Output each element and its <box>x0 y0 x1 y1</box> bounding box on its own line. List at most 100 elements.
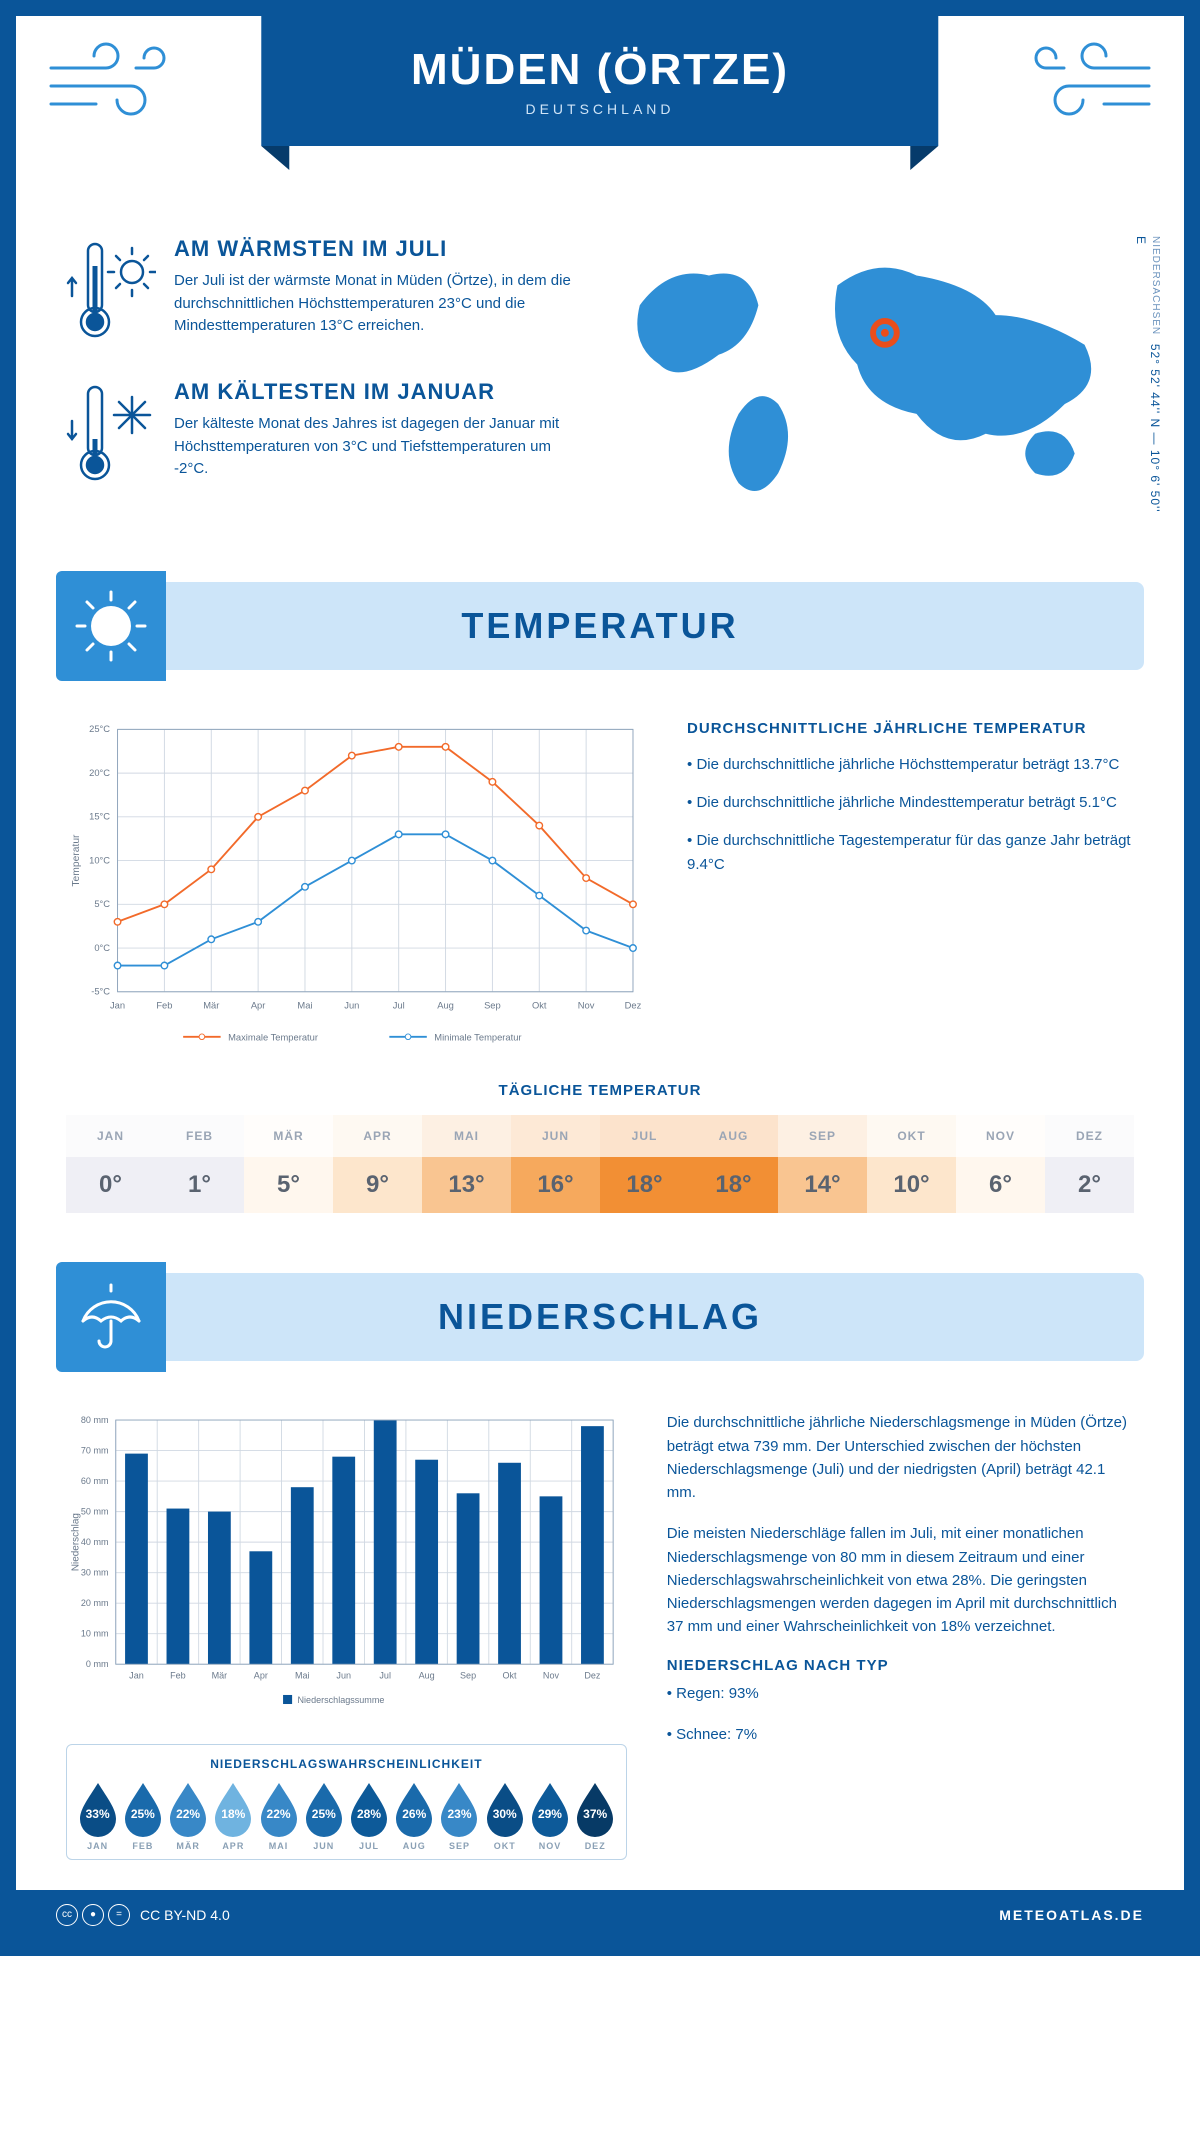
daily-temp-cell: FEB1° <box>155 1115 244 1213</box>
svg-text:Niederschlagssumme: Niederschlagssumme <box>298 1695 385 1705</box>
daily-temp-cell: DEZ2° <box>1045 1115 1134 1213</box>
svg-text:60 mm: 60 mm <box>81 1476 109 1486</box>
daily-temp-cell: SEP14° <box>778 1115 867 1213</box>
precip-prob-item: 28%JUL <box>346 1781 391 1851</box>
temp-fact-2: • Die durchschnittliche jährliche Mindes… <box>687 791 1134 815</box>
svg-text:-5°C: -5°C <box>91 987 110 997</box>
precip-prob-item: 26%AUG <box>392 1781 437 1851</box>
svg-text:10°C: 10°C <box>89 855 110 865</box>
svg-text:Jul: Jul <box>393 1001 405 1011</box>
temperature-line-chart: -5°C0°C5°C10°C15°C20°C25°CJanFebMärAprMa… <box>66 720 647 1062</box>
precip-type-2: • Schnee: 7% <box>667 1723 1134 1746</box>
cc-icon: cc <box>56 1904 78 1926</box>
title-banner: MÜDEN (ÖRTZE) DEUTSCHLAND <box>261 16 938 146</box>
svg-text:Okt: Okt <box>502 1671 517 1681</box>
precip-para-1: Die durchschnittliche jährliche Niedersc… <box>667 1411 1134 1504</box>
svg-text:0°C: 0°C <box>94 943 110 953</box>
svg-text:Nov: Nov <box>543 1671 560 1681</box>
cc-icons: cc ● = <box>56 1904 130 1926</box>
temp-heading: TEMPERATUR <box>56 605 1144 647</box>
svg-text:80 mm: 80 mm <box>81 1415 109 1425</box>
svg-text:Niederschlag: Niederschlag <box>71 1514 82 1572</box>
svg-text:20 mm: 20 mm <box>81 1598 109 1608</box>
temp-facts-title: DURCHSCHNITTLICHE JÄHRLICHE TEMPERATUR <box>687 720 1134 737</box>
daily-temp-cell: NOV6° <box>956 1115 1045 1213</box>
svg-text:Dez: Dez <box>625 1001 642 1011</box>
svg-text:Mär: Mär <box>203 1001 219 1011</box>
precip-prob-item: 23%SEP <box>437 1781 482 1851</box>
svg-text:Mai: Mai <box>295 1671 310 1681</box>
precip-type-title: NIEDERSCHLAG NACH TYP <box>667 1657 1134 1674</box>
precip-prob-item: 30%OKT <box>482 1781 527 1851</box>
daily-temp-table: JAN0°FEB1°MÄR5°APR9°MAI13°JUN16°JUL18°AU… <box>66 1115 1134 1213</box>
header: MÜDEN (ÖRTZE) DEUTSCHLAND <box>16 16 1184 216</box>
svg-text:Sep: Sep <box>484 1001 501 1011</box>
wind-icon-left <box>46 38 186 133</box>
precip-prob-item: 18%APR <box>211 1781 256 1851</box>
license-label: CC BY-ND 4.0 <box>140 1907 230 1923</box>
precip-prob-item: 25%JUN <box>301 1781 346 1851</box>
site-label: METEOATLAS.DE <box>999 1907 1144 1923</box>
precip-type-1: • Regen: 93% <box>667 1682 1134 1705</box>
svg-text:Sep: Sep <box>460 1671 476 1681</box>
svg-text:10 mm: 10 mm <box>81 1629 109 1639</box>
footer: cc ● = CC BY-ND 4.0 METEOATLAS.DE <box>16 1890 1184 1940</box>
svg-text:Dez: Dez <box>584 1671 601 1681</box>
svg-text:Jul: Jul <box>379 1671 391 1681</box>
svg-text:0 mm: 0 mm <box>86 1659 109 1669</box>
daily-temp-cell: JUN16° <box>511 1115 600 1213</box>
svg-text:Okt: Okt <box>532 1001 547 1011</box>
precip-section-header: NIEDERSCHLAG <box>56 1273 1144 1361</box>
svg-text:Feb: Feb <box>170 1671 186 1681</box>
svg-text:Aug: Aug <box>419 1671 435 1681</box>
svg-text:70 mm: 70 mm <box>81 1446 109 1456</box>
svg-text:50 mm: 50 mm <box>81 1507 109 1517</box>
daily-temp-cell: APR9° <box>333 1115 422 1213</box>
daily-temp-cell: JUL18° <box>600 1115 689 1213</box>
umbrella-icon <box>56 1262 166 1372</box>
intro-row: AM WÄRMSTEN IM JULI Der Juli ist der wär… <box>16 216 1184 562</box>
precip-heading: NIEDERSCHLAG <box>56 1296 1144 1338</box>
svg-text:15°C: 15°C <box>89 812 110 822</box>
svg-text:Jan: Jan <box>129 1671 144 1681</box>
precip-prob-item: 29%NOV <box>527 1781 572 1851</box>
warmest-title: AM WÄRMSTEN IM JULI <box>174 236 580 262</box>
svg-text:Apr: Apr <box>254 1671 268 1681</box>
page-subtitle: DEUTSCHLAND <box>525 101 674 117</box>
svg-text:5°C: 5°C <box>94 899 110 909</box>
svg-text:40 mm: 40 mm <box>81 1537 109 1547</box>
svg-text:Minimale Temperatur: Minimale Temperatur <box>434 1033 521 1043</box>
coldest-title: AM KÄLTESTEN IM JANUAR <box>174 379 580 405</box>
precip-prob-title: NIEDERSCHLAGSWAHRSCHEINLICHKEIT <box>75 1757 618 1771</box>
daily-temp-cell: AUG18° <box>689 1115 778 1213</box>
svg-text:Aug: Aug <box>437 1001 454 1011</box>
thermometer-cold-icon <box>66 379 156 494</box>
daily-temp-cell: MÄR5° <box>244 1115 333 1213</box>
daily-temp-cell: JAN0° <box>66 1115 155 1213</box>
svg-text:Mär: Mär <box>212 1671 228 1681</box>
svg-text:Jun: Jun <box>336 1671 351 1681</box>
precip-prob-item: 22%MAI <box>256 1781 301 1851</box>
svg-text:30 mm: 30 mm <box>81 1568 109 1578</box>
precip-probability-box: NIEDERSCHLAGSWAHRSCHEINLICHKEIT 33%JAN25… <box>66 1744 627 1860</box>
svg-text:Feb: Feb <box>156 1001 172 1011</box>
sun-icon <box>56 571 166 681</box>
precip-prob-item: 22%MÄR <box>165 1781 210 1851</box>
page-title: MÜDEN (ÖRTZE) <box>411 45 789 95</box>
warmest-block: AM WÄRMSTEN IM JULI Der Juli ist der wär… <box>66 236 580 351</box>
precip-prob-item: 25%FEB <box>120 1781 165 1851</box>
temp-fact-3: • Die durchschnittliche Tagestemperatur … <box>687 829 1134 877</box>
svg-text:20°C: 20°C <box>89 768 110 778</box>
by-icon: ● <box>82 1904 104 1926</box>
coldest-block: AM KÄLTESTEN IM JANUAR Der kälteste Mona… <box>66 379 580 494</box>
precip-prob-item: 37%DEZ <box>573 1781 618 1851</box>
warmest-text: Der Juli ist der wärmste Monat in Müden … <box>174 270 580 338</box>
nd-icon: = <box>108 1904 130 1926</box>
page: MÜDEN (ÖRTZE) DEUTSCHLAND <box>0 0 1200 1956</box>
svg-text:Maximale Temperatur: Maximale Temperatur <box>228 1033 318 1043</box>
temp-section-header: TEMPERATUR <box>56 582 1144 670</box>
daily-temp-title: TÄGLICHE TEMPERATUR <box>66 1082 1134 1099</box>
thermometer-hot-icon <box>66 236 156 351</box>
svg-text:Jun: Jun <box>344 1001 359 1011</box>
daily-temp-cell: MAI13° <box>422 1115 511 1213</box>
